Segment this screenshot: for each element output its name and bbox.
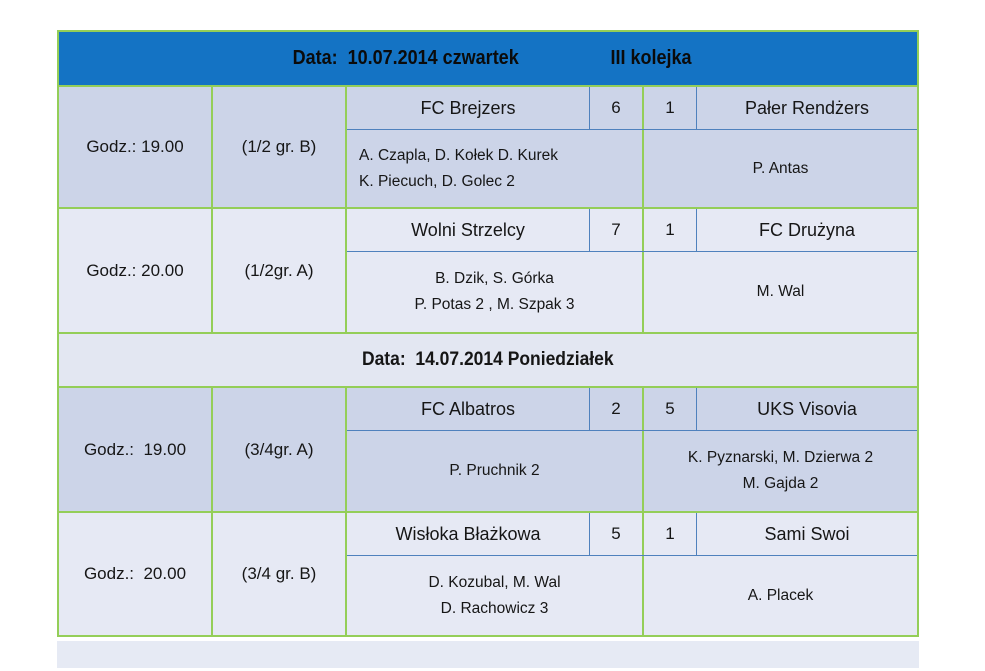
result-area: FC Brejzers 6 1 Pałer Rendżers A. Czapla… xyxy=(347,87,917,207)
away-team-name: UKS Visovia xyxy=(757,398,857,419)
scorer-line: A. Czapla, D. Kołek D. Kurek xyxy=(359,146,558,164)
scorer-line: K. Pyznarski, M. Dzierwa 2 xyxy=(687,449,874,466)
home-scorers: A. Czapla, D. Kołek D. Kurek K. Piecuch,… xyxy=(347,130,644,207)
away-scorers: P. Antas xyxy=(644,130,917,207)
time-cell: Godz.: 20.00 xyxy=(59,209,213,332)
match-row: Godz.: 20.00 (1/2gr. A) Wolni Strzelcy 7… xyxy=(59,207,917,332)
home-team-name: Wisłoka Błażkowa xyxy=(347,513,590,555)
away-score: 1 xyxy=(642,209,697,251)
away-team-name: Pałer Rendżers xyxy=(744,97,870,118)
scorer-line: D. Kozubal, M. Wal xyxy=(428,573,561,591)
group-cell: (3/4gr. A) xyxy=(213,388,347,511)
result-area: FC Albatros 2 5 UKS Visovia P. Pruchnik … xyxy=(347,388,917,511)
round-header-row: Data: 10.07.2014 czwartek III kolejka xyxy=(59,32,917,85)
scorers-row: B. Dzik, S. Górka P. Potas 2 , M. Szpak … xyxy=(347,252,917,332)
team-score-row: FC Albatros 2 5 UKS Visovia xyxy=(347,388,917,431)
result-area: Wolni Strzelcy 7 1 FC Drużyna B. Dzik, S… xyxy=(347,209,917,332)
home-team-name: FC Brejzers xyxy=(347,87,590,129)
home-score: 2 xyxy=(611,399,621,418)
away-score: 5 xyxy=(642,388,697,430)
round-date-label: Data: 10.07.2014 czwartek xyxy=(292,47,519,69)
away-scorers: A. Placek xyxy=(644,556,917,635)
scorer-line: D. Rachowicz 3 xyxy=(440,599,549,617)
match-row: Godz.: 19.00 (3/4gr. A) FC Albatros 2 5 … xyxy=(59,386,917,511)
home-team-name: Wolni Strzelcy xyxy=(347,209,590,251)
time-cell: Godz.: 19.00 xyxy=(59,87,213,207)
group-cell: (1/2gr. A) xyxy=(213,209,347,332)
result-area: Wisłoka Błażkowa 5 1 Sami Swoi D. Kozuba… xyxy=(347,513,917,635)
team-score-row: FC Brejzers 6 1 Pałer Rendżers xyxy=(347,87,917,130)
home-score: 6 xyxy=(611,98,621,117)
schedule-table: Data: 10.07.2014 czwartek III kolejka Go… xyxy=(57,30,919,637)
partial-next-row xyxy=(57,641,919,668)
team-score-row: Wisłoka Błażkowa 5 1 Sami Swoi xyxy=(347,513,917,556)
away-team-name: Sami Swoi xyxy=(764,523,850,544)
time-cell: Godz.: 20.00 xyxy=(59,513,213,635)
group-cell: (1/2 gr. B) xyxy=(213,87,347,207)
scorers-row: A. Czapla, D. Kołek D. Kurek K. Piecuch,… xyxy=(347,130,917,207)
scorer-line: B. Dzik, S. Górka xyxy=(435,270,554,287)
scorer-line: K. Piecuch, D. Golec 2 xyxy=(359,172,515,190)
home-score: 5 xyxy=(611,524,621,543)
scorer-line: P. Pruchnik 2 xyxy=(449,462,540,479)
away-team-name: FC Drużyna xyxy=(758,219,856,240)
scorer-line: P. Potas 2 , M. Szpak 3 xyxy=(414,296,575,313)
home-scorers: B. Dzik, S. Górka P. Potas 2 , M. Szpak … xyxy=(347,252,644,332)
home-team-name: FC Albatros xyxy=(347,388,590,430)
date-separator-row: Data: 14.07.2014 Poniedziałek xyxy=(59,332,917,386)
home-scorers: D. Kozubal, M. Wal D. Rachowicz 3 xyxy=(347,556,644,635)
away-scorers: K. Pyznarski, M. Dzierwa 2 M. Gajda 2 xyxy=(644,431,917,511)
scorer-line: P. Antas xyxy=(752,159,809,177)
scorers-row: D. Kozubal, M. Wal D. Rachowicz 3 A. Pla… xyxy=(347,556,917,635)
away-score: 1 xyxy=(642,87,697,129)
home-scorers: P. Pruchnik 2 xyxy=(347,431,644,511)
scorers-row: P. Pruchnik 2 K. Pyznarski, M. Dzierwa 2… xyxy=(347,431,917,511)
match-row: Godz.: 20.00 (3/4 gr. B) Wisłoka Błażkow… xyxy=(59,511,917,635)
scorer-line: M. Gajda 2 xyxy=(742,475,819,492)
date-label: Data: 14.07.2014 Poniedziałek xyxy=(362,349,614,370)
scorer-line: M. Wal xyxy=(756,283,805,300)
away-score: 1 xyxy=(642,513,697,555)
away-scorers: M. Wal xyxy=(644,252,917,332)
time-cell: Godz.: 19.00 xyxy=(59,388,213,511)
match-row: Godz.: 19.00 (1/2 gr. B) FC Brejzers 6 1… xyxy=(59,85,917,207)
home-score: 7 xyxy=(611,220,621,239)
team-score-row: Wolni Strzelcy 7 1 FC Drużyna xyxy=(347,209,917,252)
group-cell: (3/4 gr. B) xyxy=(213,513,347,635)
scorer-line: A. Placek xyxy=(747,586,814,604)
round-number-label: III kolejka xyxy=(610,47,692,69)
